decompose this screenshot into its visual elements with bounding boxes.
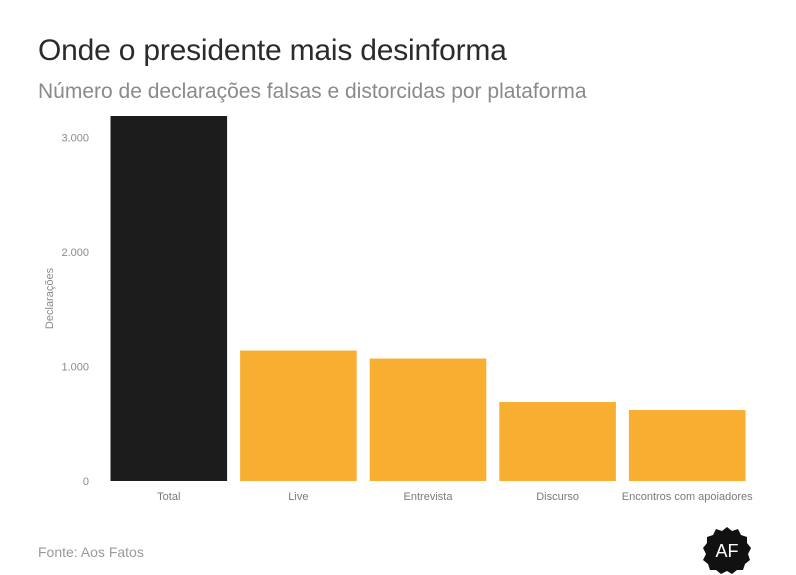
chart-title: Onde o presidente mais desinforma <box>38 34 507 67</box>
x-tick-label: Live <box>288 491 308 503</box>
bar-entrevista <box>369 358 487 481</box>
bar-encontros-com-apoiadores <box>628 410 746 481</box>
y-tick-label: 1.000 <box>61 362 89 374</box>
y-axis-title: Declarações <box>44 267 56 329</box>
bar-discurso <box>499 402 616 481</box>
y-tick-label: 0 <box>83 476 89 488</box>
logo-text: AF <box>715 541 738 561</box>
x-tick-label: Entrevista <box>404 491 454 503</box>
x-tick-label: Encontros com apoiadores <box>622 491 753 503</box>
bar-total <box>110 116 228 481</box>
x-tick-label: Total <box>157 491 180 503</box>
y-tick-label: 2.000 <box>61 247 89 259</box>
bar-live <box>240 350 357 481</box>
x-tick-label: Discurso <box>536 491 579 503</box>
bar-chart: 0 1.000 2.000 3.000 Declarações Total Live Entr… <box>44 116 753 503</box>
chart-subtitle: Número de declarações falsas e distorcid… <box>38 80 587 103</box>
source-note: Fonte: Aos Fatos <box>38 544 144 560</box>
aos-fatos-logo: AF <box>703 527 751 574</box>
y-tick-label: 3.000 <box>61 133 89 145</box>
